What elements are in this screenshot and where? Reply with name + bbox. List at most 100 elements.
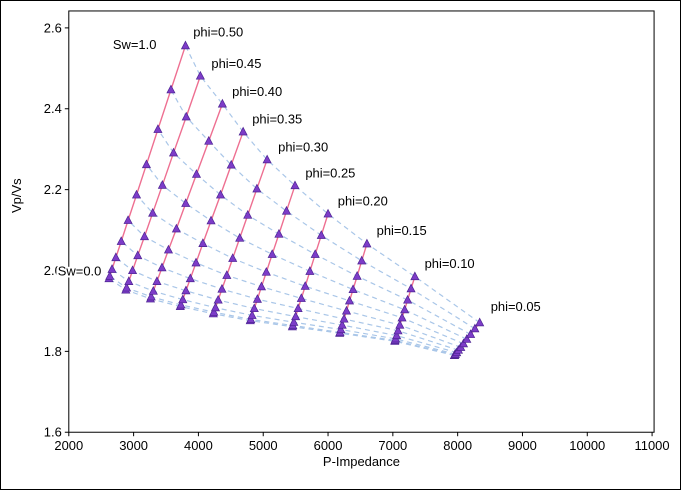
data-point-marker — [128, 265, 138, 275]
data-point-marker — [300, 281, 310, 290]
annotation-sw-0.0: Sw=0.0 — [58, 263, 102, 278]
data-point-marker — [176, 299, 186, 309]
data-point-marker — [180, 40, 191, 50]
data-point-marker — [296, 293, 306, 302]
data-point-marker — [247, 310, 257, 319]
data-point-marker — [341, 305, 352, 315]
data-point-marker — [181, 198, 191, 207]
data-point-marker — [105, 271, 115, 280]
annotation-phi-0.45: phi=0.45 — [211, 56, 261, 71]
data-point-marker — [157, 180, 167, 189]
data-point-marker — [291, 311, 301, 321]
annotation-phi-0.05: phi=0.05 — [491, 299, 541, 314]
iso-sw-line-1 — [184, 45, 481, 324]
data-point-marker — [262, 154, 272, 164]
data-point-marker — [249, 303, 259, 313]
annotation-phi-0.50: phi=0.50 — [193, 25, 243, 40]
data-point-marker — [141, 159, 152, 169]
y-tick-label: 1.8 — [44, 344, 62, 359]
x-tick-label: 6000 — [314, 438, 343, 453]
data-point-marker — [395, 319, 405, 329]
data-point-marker — [400, 304, 410, 314]
x-tick-label: 4000 — [184, 438, 213, 453]
data-point-marker — [222, 270, 232, 279]
data-point-marker — [163, 244, 174, 254]
annotation-phi-0.30: phi=0.30 — [278, 140, 328, 155]
data-point-marker — [406, 283, 416, 293]
data-point-marker — [403, 294, 413, 304]
data-point-marker — [204, 135, 214, 145]
data-point-marker — [305, 266, 315, 275]
data-point-marker — [267, 249, 277, 258]
data-point-marker — [323, 208, 333, 218]
annotation-phi-0.20: phi=0.20 — [338, 193, 388, 208]
data-point-marker — [111, 252, 121, 262]
data-point-marker — [131, 189, 142, 199]
x-tick-label: 8000 — [443, 438, 472, 453]
annotation-phi-0.35: phi=0.35 — [252, 112, 302, 127]
y-tick-label: 2.4 — [44, 101, 62, 116]
data-point-marker — [458, 338, 469, 348]
data-point-marker — [362, 238, 372, 248]
data-point-marker — [146, 291, 156, 301]
annotation-phi-0.25: phi=0.25 — [305, 165, 355, 180]
data-point-marker — [152, 276, 162, 285]
data-point-marker — [217, 98, 227, 108]
data-point-marker — [171, 223, 181, 233]
data-point-marker — [466, 329, 476, 338]
data-point-marker — [243, 209, 253, 219]
data-point-marker — [107, 264, 117, 273]
x-tick-label: 11000 — [635, 438, 670, 453]
iso-sw-line-0.2 — [111, 268, 456, 355]
data-point-marker — [310, 249, 320, 258]
data-point-marker — [357, 255, 367, 265]
annotation-phi-0.15: phi=0.15 — [377, 223, 427, 238]
data-point-marker — [339, 313, 349, 323]
data-point-marker — [210, 302, 221, 312]
data-point-marker — [123, 215, 133, 224]
annotation-sw-1.0: Sw=1.0 — [113, 37, 157, 52]
data-point-marker — [393, 325, 403, 335]
data-point-marker — [122, 282, 132, 292]
y-tick-label: 2.6 — [44, 20, 62, 35]
annotation-phi-0.40: phi=0.40 — [232, 84, 282, 99]
iso-sw-line-0.7 — [145, 164, 468, 340]
iso-sw-line-0.3 — [115, 257, 457, 354]
data-point-marker — [281, 205, 292, 215]
data-point-marker — [166, 84, 176, 94]
data-point-marker — [185, 273, 195, 283]
data-point-marker — [392, 330, 402, 340]
iso-sw-line-0.1 — [109, 275, 455, 356]
data-point-marker — [261, 266, 271, 276]
x-tick-label: 9000 — [508, 438, 537, 453]
data-point-marker — [195, 70, 205, 80]
y-tick-label: 2.2 — [44, 182, 62, 197]
data-point-marker — [336, 324, 346, 334]
data-point-marker — [157, 262, 167, 272]
iso-sw-line-0.8 — [157, 129, 471, 335]
data-point-marker — [209, 307, 219, 316]
data-point-marker — [124, 276, 134, 285]
data-point-marker — [290, 180, 300, 190]
data-point-marker — [191, 169, 202, 178]
data-point-marker — [235, 233, 245, 242]
data-point-marker — [191, 257, 201, 267]
data-point-marker — [217, 283, 227, 293]
data-point-marker — [228, 253, 238, 262]
x-tick-label: 7000 — [378, 438, 407, 453]
y-tick-label: 2.0 — [44, 263, 62, 278]
data-point-marker — [238, 126, 248, 136]
data-point-marker — [116, 236, 126, 245]
data-point-marker — [213, 294, 223, 304]
data-point-marker — [344, 295, 355, 305]
data-point-marker — [289, 317, 299, 326]
x-tick-label: 5000 — [249, 438, 278, 453]
data-point-marker — [352, 271, 362, 280]
data-point-marker — [274, 228, 284, 238]
x-tick-label: 3000 — [119, 438, 148, 453]
data-point-marker — [148, 207, 158, 217]
iso-sw-line-0.4 — [120, 240, 459, 351]
iso-sw-line-0.6 — [136, 194, 464, 345]
